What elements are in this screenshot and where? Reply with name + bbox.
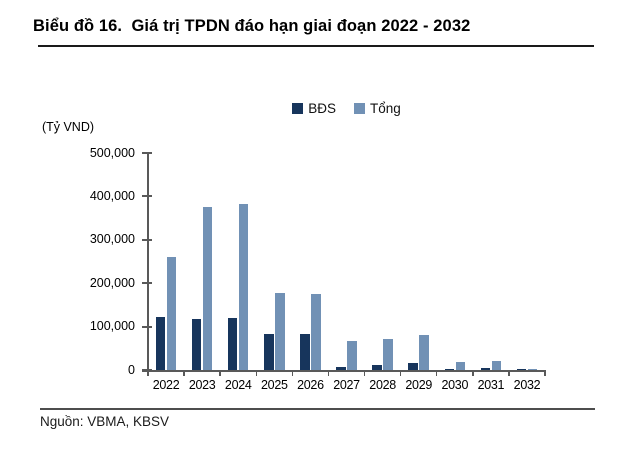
bar-group bbox=[328, 153, 364, 370]
bar-group bbox=[256, 153, 292, 370]
x-tick-label: 2022 bbox=[152, 378, 180, 392]
bottom-divider bbox=[40, 408, 595, 410]
bar-BĐS-2025 bbox=[264, 334, 274, 370]
bar-group bbox=[473, 153, 509, 370]
y-tick-label: 400,000 bbox=[89, 188, 135, 203]
legend-swatch-icon bbox=[292, 103, 304, 114]
chart-legend: BĐS Tổng bbox=[148, 101, 545, 116]
bar-BĐS-2026 bbox=[300, 333, 310, 370]
bar-group bbox=[509, 153, 545, 370]
y-tick-mark bbox=[142, 282, 152, 285]
legend-swatch-icon bbox=[353, 103, 365, 114]
legend-item: Tổng bbox=[353, 101, 401, 116]
bar-group bbox=[437, 153, 473, 370]
bar-BĐS-2030 bbox=[444, 369, 455, 370]
y-axis-labels: 500,000 400,000 300,000 200,000 100,000 0 bbox=[40, 146, 135, 377]
x-axis-labels: 2022 2023 2024 2025 2026 2027 2028 2029 2030 2031… bbox=[148, 378, 545, 392]
y-tick-label: 500,000 bbox=[89, 145, 135, 160]
bar-Tổng-2025 bbox=[275, 292, 285, 370]
y-tick-mark bbox=[142, 195, 152, 198]
y-tick-label: 300,000 bbox=[89, 232, 135, 247]
x-tick-mark bbox=[183, 371, 185, 376]
legend-label: BĐS bbox=[308, 101, 336, 116]
bar-BĐS-2031 bbox=[480, 367, 491, 370]
x-tick-mark bbox=[544, 371, 546, 376]
bar-Tổng-2024 bbox=[238, 204, 249, 370]
bar-Tổng-2032 bbox=[527, 368, 538, 370]
x-tick-label: 2032 bbox=[513, 378, 541, 392]
chart-title: Biểu đồ 16. Giá trị TPDN đáo hạn giai đo… bbox=[33, 17, 471, 35]
bar-Tổng-2029 bbox=[419, 334, 429, 370]
y-tick-label: 200,000 bbox=[89, 275, 135, 290]
plot-area bbox=[148, 153, 545, 370]
bar-Tổng-2030 bbox=[455, 362, 466, 370]
y-axis-unit-label: (Tỷ VND) bbox=[41, 120, 95, 134]
bar-Tổng-2022 bbox=[166, 256, 177, 370]
bar-BĐS-2032 bbox=[516, 369, 527, 370]
y-tick-label: 0 bbox=[128, 362, 135, 377]
bar-Tổng-2028 bbox=[383, 339, 393, 370]
bar-Tổng-2027 bbox=[347, 341, 357, 370]
legend-label: Tổng bbox=[369, 101, 401, 116]
x-tick-label: 2028 bbox=[369, 378, 396, 392]
x-tick-label: 2025 bbox=[261, 378, 288, 392]
x-tick-mark bbox=[327, 371, 330, 376]
x-tick-label: 2024 bbox=[224, 378, 252, 392]
bar-BĐS-2027 bbox=[336, 366, 346, 370]
bar-group bbox=[401, 153, 437, 370]
y-tick-mark bbox=[142, 152, 152, 154]
x-tick-label: 2023 bbox=[188, 378, 216, 392]
bar-BĐS-2023 bbox=[191, 318, 202, 370]
y-tick-mark bbox=[142, 325, 152, 328]
y-axis-line bbox=[146, 152, 149, 371]
x-tick-label: 2030 bbox=[441, 378, 469, 392]
x-tick-label: 2026 bbox=[297, 378, 324, 392]
x-tick-label: 2029 bbox=[405, 378, 432, 392]
x-tick-label: 2027 bbox=[333, 378, 360, 392]
bar-BĐS-2029 bbox=[408, 362, 418, 370]
x-axis-line bbox=[142, 369, 546, 372]
x-tick-mark bbox=[399, 371, 402, 376]
x-tick-mark bbox=[291, 371, 294, 376]
bar-group bbox=[365, 153, 401, 370]
bar-BĐS-2022 bbox=[155, 317, 166, 370]
x-tick-mark bbox=[435, 371, 438, 376]
y-tick-label: 100,000 bbox=[89, 319, 135, 334]
x-tick-mark bbox=[508, 371, 510, 376]
bar-Tổng-2031 bbox=[491, 360, 502, 370]
bar-group bbox=[220, 153, 256, 370]
bar-BĐS-2024 bbox=[227, 318, 238, 370]
bar-Tổng-2026 bbox=[311, 293, 321, 370]
bar-BĐS-2028 bbox=[372, 365, 382, 370]
bar-group bbox=[148, 153, 184, 370]
x-tick-mark bbox=[472, 371, 474, 376]
legend-item: BĐS bbox=[292, 101, 336, 116]
x-tick-mark bbox=[363, 371, 366, 376]
x-tick-mark bbox=[219, 371, 221, 376]
source-note: Nguồn: VBMA, KBSV bbox=[40, 414, 170, 429]
bar-Tổng-2023 bbox=[202, 207, 213, 370]
y-tick-mark bbox=[142, 369, 152, 371]
y-tick-mark bbox=[142, 238, 152, 241]
x-tick-label: 2031 bbox=[477, 378, 505, 392]
x-tick-mark bbox=[147, 371, 149, 376]
title-underline bbox=[38, 45, 594, 47]
x-tick-mark bbox=[255, 371, 258, 376]
bar-group bbox=[184, 153, 220, 370]
bar-group bbox=[292, 153, 328, 370]
